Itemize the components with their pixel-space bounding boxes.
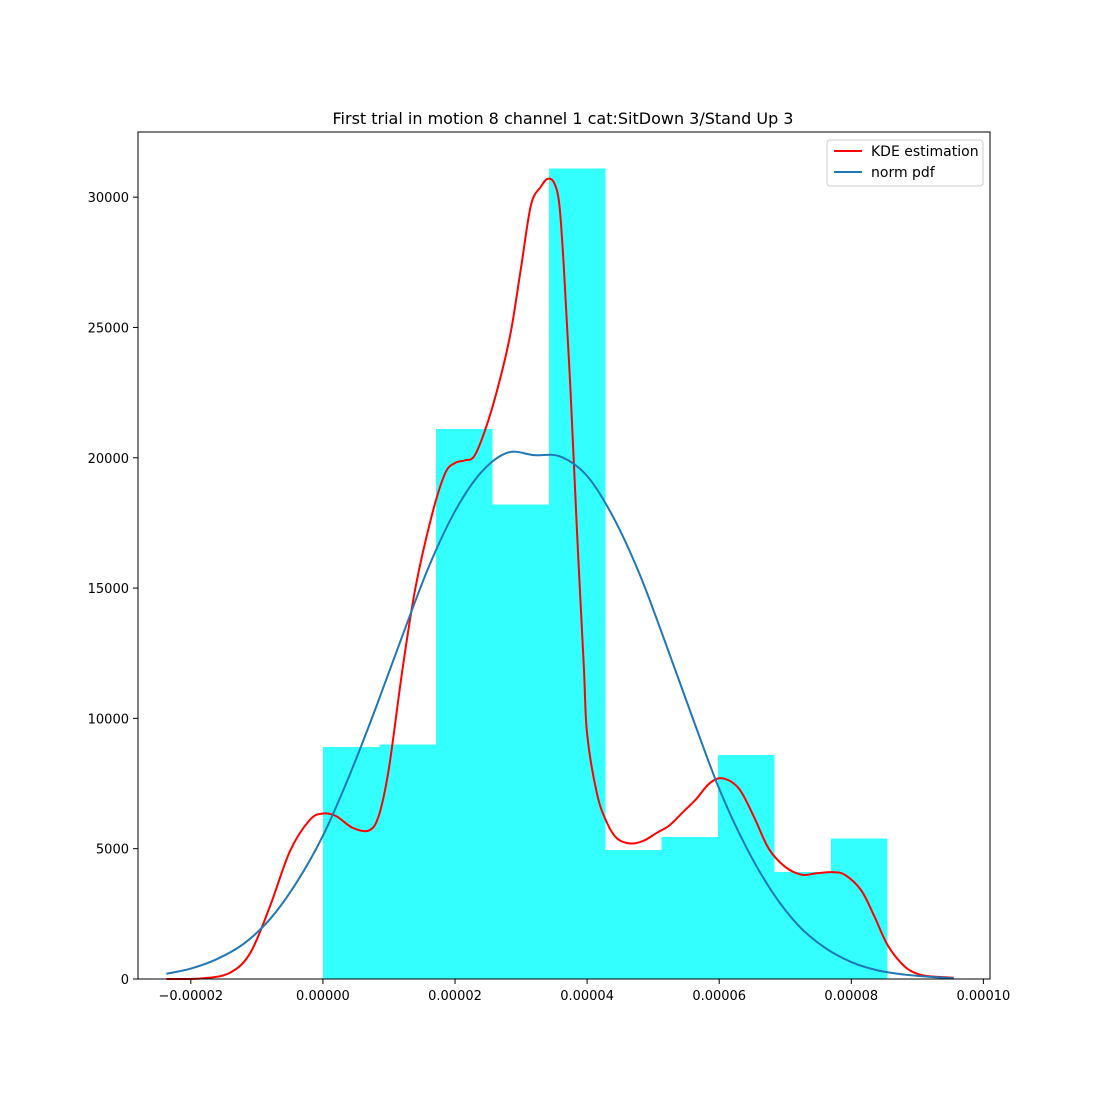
legend: KDE estimation norm pdf — [826, 139, 984, 187]
norm-pdf-line — [166, 450, 954, 980]
legend-box — [826, 139, 984, 187]
y-axis: 0 5000 10000 15000 20000 25000 30000 — [88, 191, 138, 988]
y-tick-label: 20000 — [88, 452, 129, 467]
histogram-bar — [435, 429, 493, 979]
histogram-bars — [322, 168, 888, 980]
histogram-bar — [661, 836, 719, 979]
x-axis: −0.00002 0.00000 0.00002 0.00004 0.00006 0.00… — [159, 979, 1011, 1004]
y-tick-label: 15000 — [88, 582, 129, 597]
chart-title: First trial in motion 8 channel 1 cat:Si… — [333, 109, 794, 128]
y-tick-label: 5000 — [96, 843, 129, 858]
y-tick-label: 0 — [121, 973, 129, 988]
histogram-bar — [379, 744, 436, 979]
x-tick-label: 0.00002 — [428, 989, 482, 1004]
x-tick-label: 0.00000 — [296, 989, 350, 1004]
y-tick-label: 25000 — [88, 321, 129, 336]
histogram-bar — [548, 168, 606, 980]
plot-frame — [137, 131, 991, 980]
x-tick-label: 0.00008 — [824, 989, 878, 1004]
x-tick-label: −0.00002 — [159, 989, 224, 1004]
histogram-bar — [831, 838, 888, 979]
y-tick-label: 30000 — [88, 191, 129, 206]
histogram-bar — [774, 872, 832, 979]
histogram-bar — [322, 747, 380, 979]
histogram-bar — [718, 754, 775, 979]
x-tick-label: 0.00004 — [560, 989, 614, 1004]
y-tick-label: 10000 — [88, 712, 129, 727]
histogram-bar — [605, 849, 662, 979]
legend-label-kde: KDE estimation — [871, 144, 979, 160]
x-tick-label: 0.00006 — [692, 989, 746, 1004]
kde-estimation-line — [166, 177, 954, 980]
x-tick-label: 0.00010 — [957, 989, 1011, 1004]
legend-label-norm: norm pdf — [871, 165, 936, 181]
series-lines — [166, 177, 954, 980]
histogram-bar — [492, 504, 549, 979]
